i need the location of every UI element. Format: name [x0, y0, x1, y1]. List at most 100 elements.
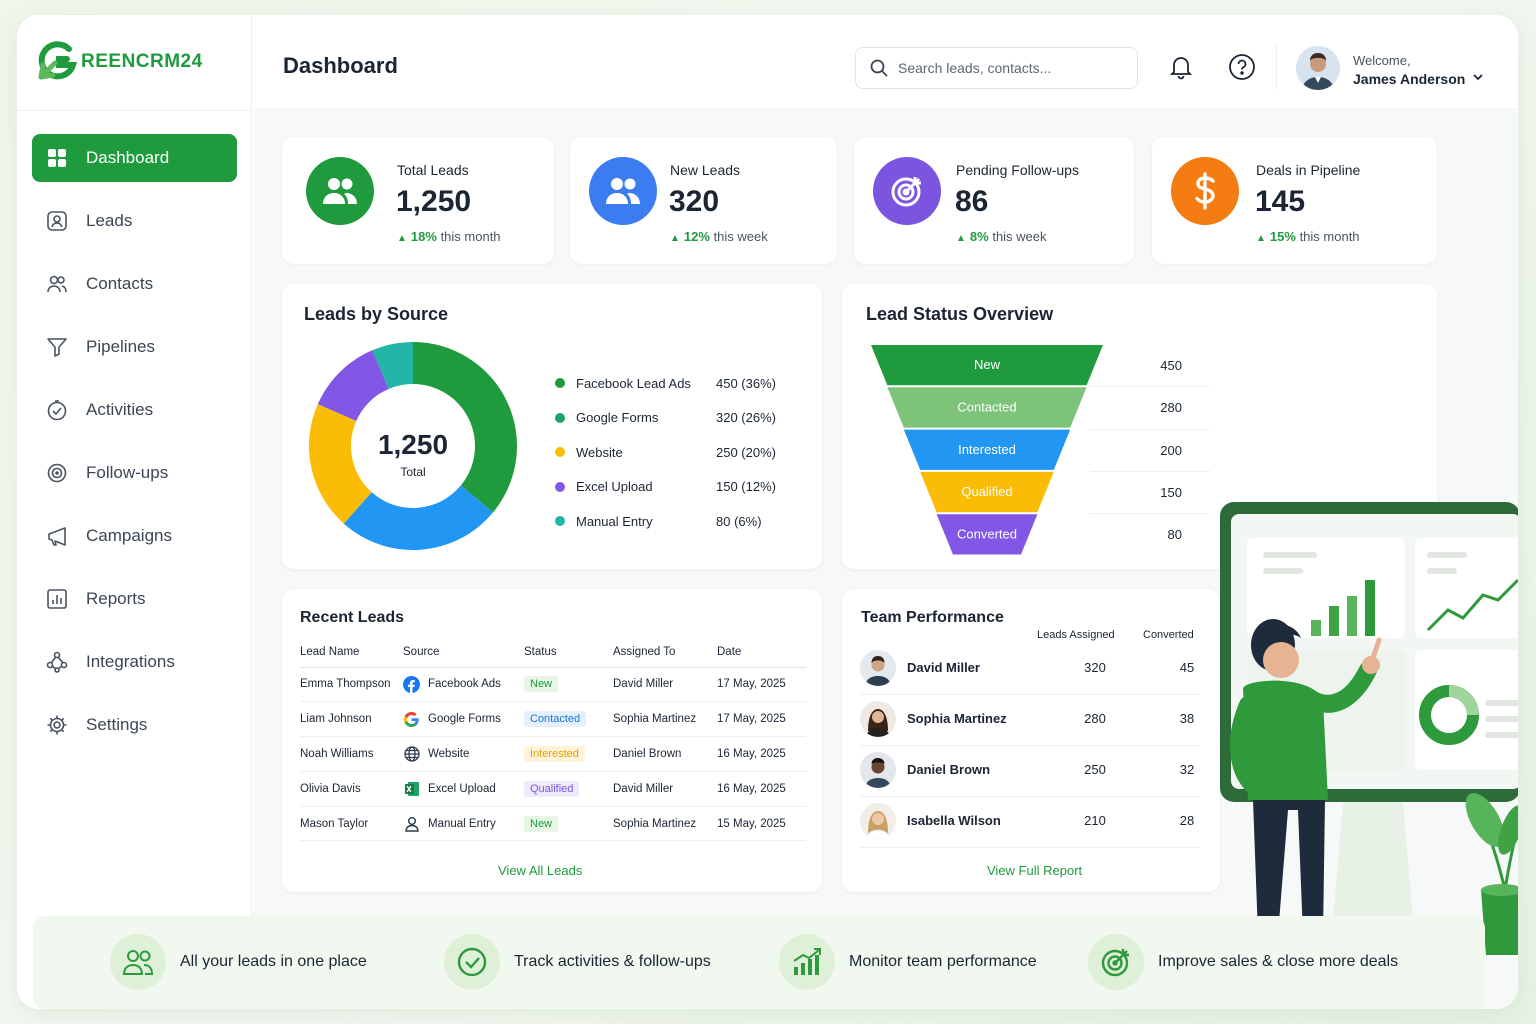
- member-name: Daniel Brown: [907, 762, 991, 777]
- stat-value: 320: [669, 185, 720, 218]
- brand-logo[interactable]: REENCRM24: [37, 41, 203, 83]
- leads-assigned: 280: [1084, 711, 1106, 726]
- sidebar-item-leads[interactable]: Leads: [32, 197, 237, 245]
- donut-slice-facebook-lead-ads[interactable]: [413, 342, 518, 513]
- stat-card-new-leads[interactable]: New Leads 320 ▲ 12% this week: [570, 137, 837, 264]
- converted: 28: [1179, 813, 1195, 828]
- leads-assigned: 250: [1084, 762, 1106, 777]
- chevron-down-icon[interactable]: [1471, 70, 1485, 84]
- target-icon: [46, 462, 68, 484]
- column-header[interactable]: Lead Name: [300, 637, 403, 668]
- search-box[interactable]: [855, 47, 1138, 89]
- help-icon[interactable]: [1228, 53, 1256, 81]
- donut-slice-manual-entry[interactable]: [372, 342, 413, 389]
- team-member-row[interactable]: Daniel Brown 250 32: [860, 746, 1200, 797]
- column-header[interactable]: Date: [717, 637, 806, 668]
- sidebar-item-label: Pipelines: [86, 337, 155, 356]
- funnel-stage-new[interactable]: [871, 345, 1103, 386]
- status-badge: New: [524, 815, 559, 832]
- lead-source: Facebook Ads: [428, 678, 501, 691]
- up-arrow-icon: ▲: [670, 233, 680, 244]
- team-member-row[interactable]: Isabella Wilson 210 28: [860, 797, 1200, 848]
- search-input[interactable]: [898, 60, 1118, 76]
- donut-center-value: 1,250: [377, 429, 449, 460]
- lead-source: Manual Entry: [428, 817, 496, 830]
- filter-icon: [46, 336, 68, 358]
- column-header[interactable]: Assigned To: [613, 637, 717, 668]
- sidebar-item-settings[interactable]: Settings: [32, 701, 237, 749]
- top-header: Dashboard Welcome, James Anderson: [253, 15, 1518, 110]
- delta-period: this week: [713, 229, 768, 244]
- team-member-row[interactable]: Sophia Martinez 280 38: [860, 695, 1200, 746]
- sidebar-item-integrations[interactable]: Integrations: [32, 638, 237, 686]
- grid-icon: [46, 147, 68, 169]
- view-all-leads-link[interactable]: View All Leads: [498, 863, 583, 878]
- table-row[interactable]: Noah Williams Website Interested Daniel …: [300, 736, 806, 772]
- funnel-stage-qualified[interactable]: [920, 471, 1054, 513]
- legend-item: Facebook Lead Ads 450 (36%): [555, 366, 795, 401]
- view-full-report-link[interactable]: View Full Report: [987, 863, 1083, 878]
- stat-label: Deals in Pipeline: [1256, 162, 1361, 178]
- bar-chart-icon: [46, 588, 68, 610]
- lead-name: Olivia Davis: [300, 771, 403, 807]
- target-icon: [1088, 934, 1144, 990]
- stat-card-total-leads[interactable]: Total Leads 1,250 ▲ 18% this month: [282, 137, 554, 264]
- delta-period: this week: [992, 229, 1047, 244]
- stat-card-deals-in-pipeline[interactable]: Deals in Pipeline 145 ▲ 15% this month: [1152, 137, 1437, 264]
- table-row[interactable]: Liam Johnson Google Forms Contacted Soph…: [300, 701, 806, 738]
- sidebar-item-contacts[interactable]: Contacts: [32, 260, 237, 308]
- sidebar-item-follow-ups[interactable]: Follow-ups: [32, 449, 237, 497]
- lead-date: 17 May, 2025: [717, 701, 806, 738]
- legend-dot: [555, 378, 565, 389]
- sidebar-item-activities[interactable]: Activities: [32, 386, 237, 434]
- avatar: [860, 650, 896, 686]
- legend-dot: [555, 447, 565, 458]
- funnel-stage-contacted[interactable]: [887, 387, 1087, 428]
- funnel-stage-label: New: [974, 357, 1001, 372]
- card-title: Recent Leads: [300, 609, 405, 626]
- user-name[interactable]: James Anderson: [1353, 71, 1466, 87]
- converted: 45: [1179, 660, 1195, 675]
- table-row[interactable]: Mason Taylor Manual Entry New Sophia Mar…: [300, 806, 806, 842]
- sidebar-item-reports[interactable]: Reports: [32, 575, 237, 623]
- delta-period: this month: [1299, 229, 1360, 244]
- sidebar-item-label: Dashboard: [86, 148, 170, 167]
- facebook-icon: [403, 675, 420, 693]
- assigned-to: Sophia Martinez: [613, 701, 717, 738]
- sidebar-item-label: Campaigns: [86, 526, 172, 545]
- member-name: Sophia Martinez: [907, 711, 1007, 726]
- funnel-stage-value: 200: [1160, 442, 1182, 458]
- sidebar-item-dashboard[interactable]: Dashboard: [32, 134, 237, 182]
- sidebar-item-pipelines[interactable]: Pipelines: [32, 323, 237, 371]
- feature-label: Improve sales & close more deals: [1158, 953, 1399, 970]
- team-performance-card: Team Performance Leads Assigned Converte…: [842, 589, 1220, 892]
- notification-bell-icon[interactable]: [1167, 53, 1195, 81]
- legend-label: Manual Entry: [576, 513, 653, 529]
- stat-label: Pending Follow-ups: [956, 162, 1079, 178]
- up-arrow-icon: ▲: [1256, 233, 1266, 244]
- column-header[interactable]: Source: [403, 637, 524, 668]
- table-row[interactable]: Olivia Davis Excel Upload Qualified Davi…: [300, 771, 806, 807]
- funnel-stage-interested[interactable]: [903, 429, 1071, 470]
- donut-slice-google-forms[interactable]: [343, 485, 494, 550]
- funnel-stage-converted[interactable]: [936, 514, 1038, 555]
- member-name: Isabella Wilson: [907, 813, 1001, 828]
- stat-delta: ▲ 18% this month: [397, 229, 501, 244]
- sidebar-item-campaigns[interactable]: Campaigns: [32, 512, 237, 560]
- donut-slice-website[interactable]: [309, 404, 372, 524]
- divider: [1090, 386, 1210, 388]
- avatar[interactable]: [1296, 46, 1340, 90]
- person-icon: [403, 815, 420, 832]
- table-row[interactable]: Emma Thompson Facebook Ads New David Mil…: [300, 667, 806, 703]
- stat-delta: ▲ 8% this week: [956, 229, 1047, 244]
- funnel-stage-label: Interested: [958, 442, 1016, 457]
- sidebar-item-label: Reports: [86, 589, 146, 608]
- donut-slice-excel-upload[interactable]: [317, 350, 389, 422]
- card-title: Team Performance: [861, 609, 1004, 626]
- users-icon: [110, 934, 166, 990]
- column-header[interactable]: Status: [524, 637, 613, 668]
- team-member-row[interactable]: David Miller 320 45: [860, 644, 1200, 695]
- assigned-to: Daniel Brown: [613, 736, 717, 772]
- stat-card-pending-follow-ups[interactable]: Pending Follow-ups 86 ▲ 8% this week: [854, 137, 1134, 264]
- legend-value: 450 (36%): [716, 375, 776, 391]
